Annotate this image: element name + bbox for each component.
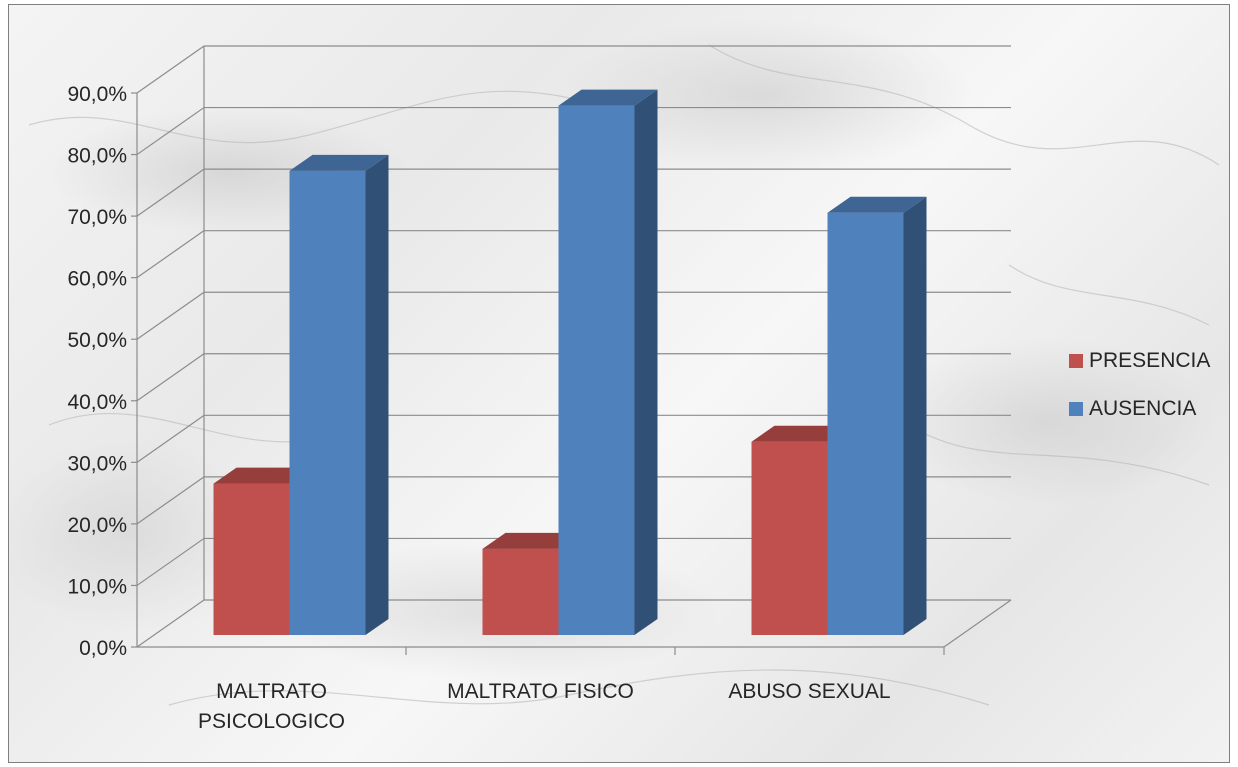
y-tick-label: 90,0% [67, 83, 127, 106]
bar-side [903, 196, 927, 635]
y-tick-label: 30,0% [67, 452, 127, 475]
gridline-side [136, 599, 205, 648]
legend: PRESENCIA AUSENCIA [1069, 349, 1210, 420]
y-tick-label: 10,0% [67, 575, 127, 598]
y-tick-label: 40,0% [67, 391, 127, 414]
bar-chart: 0,0% 10,0% 20,0% 30,0% 40,0% 50,0% 60,0% 70,0% 8… [28, 44, 1220, 733]
bar-front [289, 170, 366, 636]
gridline-side [136, 291, 205, 340]
bar-front [558, 105, 635, 636]
y-tick-label: 0,0% [79, 637, 127, 660]
bar-top [751, 425, 851, 442]
x-tick-label: MALTRATO FISICO [447, 680, 634, 703]
chart-area: 0,0% 10,0% 20,0% 30,0% 40,0% 50,0% 60,0% 70,0% 8… [8, 4, 1230, 763]
legend-label: AUSENCIA [1089, 397, 1196, 420]
x-tick-label: ABUSO SEXUAL [728, 680, 890, 703]
y-tick-label: 50,0% [67, 329, 127, 352]
y-tick-label: 60,0% [67, 268, 127, 291]
gridline-side [136, 353, 205, 402]
x-tick-label: MALTRATO PSICOLOGICO [198, 680, 345, 733]
gridline-side [136, 414, 205, 463]
gridline-side [136, 476, 205, 525]
gridline-side [136, 230, 205, 279]
y-tick-label: 20,0% [67, 514, 127, 537]
legend-label: PRESENCIA [1089, 349, 1210, 372]
bar-front [482, 548, 559, 635]
bar-side [365, 154, 389, 636]
bar-top [558, 89, 658, 106]
bar-front [213, 483, 290, 635]
bars-layer [213, 89, 927, 636]
bar-front [827, 212, 904, 635]
floor-edge [943, 599, 1012, 648]
gridline-side [136, 537, 205, 586]
bar-top [827, 196, 927, 213]
y-tick-label: 70,0% [67, 206, 127, 229]
gridline-side [136, 168, 205, 217]
bar-top [289, 154, 389, 171]
bar-ausencia [289, 154, 389, 636]
marble-veins [28, 44, 1220, 706]
bar-side [634, 89, 658, 636]
gridline-side [136, 45, 205, 94]
bar-ausencia [827, 196, 927, 635]
bar-ausencia [558, 89, 658, 636]
bar-top [482, 532, 582, 549]
y-tick-label: 80,0% [67, 145, 127, 168]
bar-front [751, 441, 828, 635]
gridline-side [136, 107, 205, 156]
bar-top [213, 467, 313, 484]
legend-swatch [1069, 402, 1083, 416]
legend-swatch [1069, 354, 1083, 368]
axis-layer: 0,0% 10,0% 20,0% 30,0% 40,0% 50,0% 60,0% 70,0% 8… [67, 83, 1012, 733]
